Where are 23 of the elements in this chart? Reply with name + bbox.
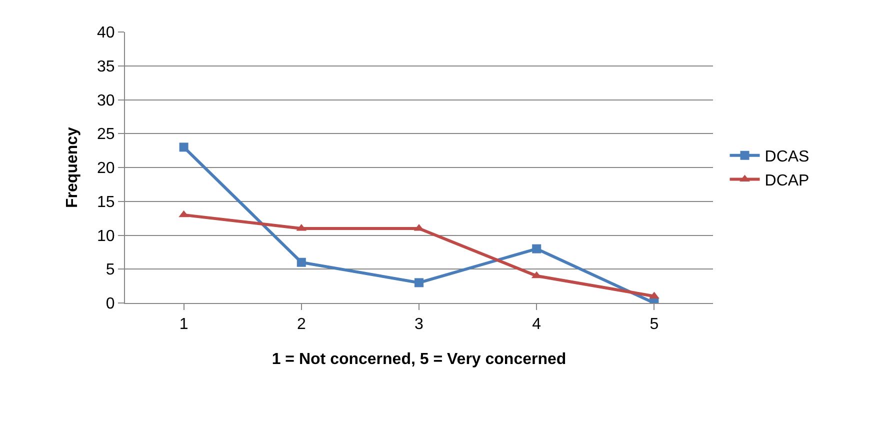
y-axis-title: Frequency xyxy=(64,126,81,208)
y-tick-label: 35 xyxy=(97,58,115,76)
x-axis-title: 1 = Not concerned, 5 = Very concerned xyxy=(272,350,566,368)
y-tick-label: 5 xyxy=(106,262,115,279)
x-tick-label: 3 xyxy=(414,316,424,334)
x-tick-label: 4 xyxy=(532,316,542,334)
point xyxy=(178,210,189,218)
y-tick-label: 10 xyxy=(97,228,115,245)
legend-label: DCAP xyxy=(764,172,810,190)
y-tick-label: 0 xyxy=(106,296,115,313)
y-tick-label: 25 xyxy=(97,126,115,144)
point xyxy=(414,278,424,288)
x-tick-label: 2 xyxy=(296,316,306,334)
y-tick-label: 30 xyxy=(97,92,115,110)
y-tick-label: 15 xyxy=(97,194,115,211)
y-tick-label: 40 xyxy=(97,24,115,42)
legend-label: DCAS xyxy=(764,148,810,166)
point xyxy=(296,258,306,267)
x-tick-label: 5 xyxy=(650,316,659,334)
y-tick-label: 20 xyxy=(97,160,115,178)
point xyxy=(179,142,188,152)
point xyxy=(532,244,542,254)
x-tick-label: 1 xyxy=(179,316,188,334)
